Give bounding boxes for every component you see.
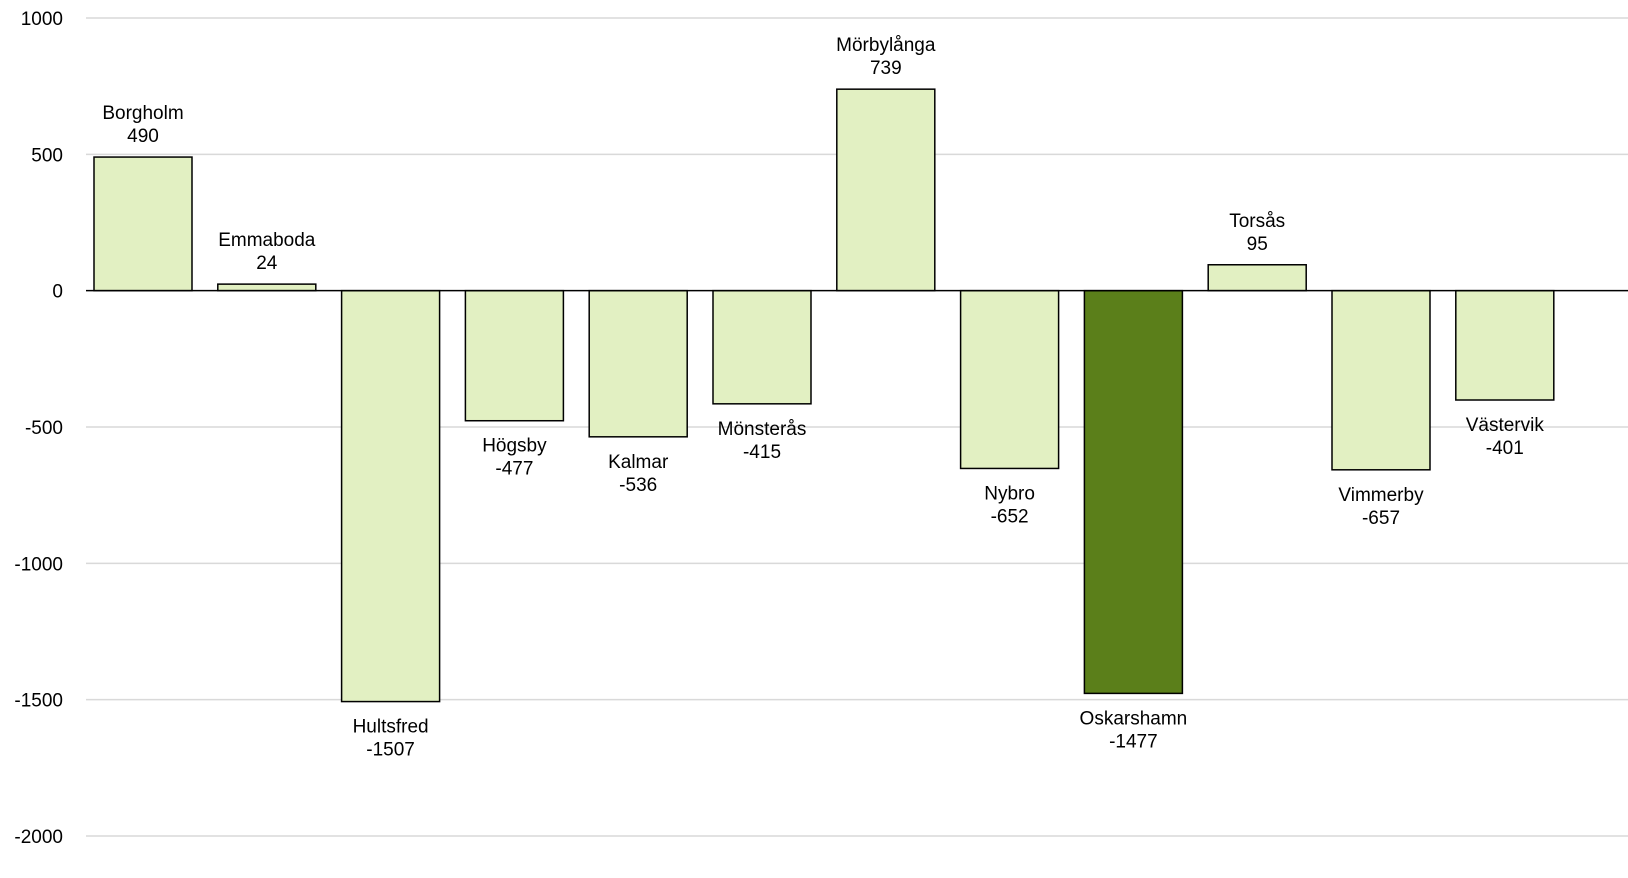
bar-vimmerby	[1331, 289, 1431, 471]
y-tick-label: -1500	[14, 691, 63, 712]
category-label: Hultsfred	[353, 717, 429, 738]
y-tick-label: -1000	[14, 554, 63, 575]
category-label: Västervik	[1466, 415, 1545, 436]
value-label: -657	[1362, 508, 1400, 529]
value-label: -652	[991, 506, 1029, 527]
category-label: Torsås	[1229, 211, 1285, 232]
y-tick-label: 1000	[21, 9, 63, 30]
y-tick-label: -2000	[14, 827, 63, 848]
bar-hultsfred	[340, 289, 441, 703]
value-label: 95	[1247, 234, 1268, 255]
category-label: Högsby	[482, 436, 547, 457]
value-label: -401	[1486, 438, 1524, 459]
bars	[93, 88, 1555, 703]
bar-torsås	[1207, 264, 1307, 292]
y-axis-tick-labels: 1000 500 0 -500 -1000 -1500 -2000	[14, 9, 63, 848]
category-label: Mönsterås	[718, 419, 807, 440]
bar-högsby	[464, 289, 565, 422]
value-label: -536	[619, 475, 657, 496]
bar-oskarshamn	[1083, 289, 1184, 695]
value-label: -477	[495, 459, 533, 480]
value-label: -1477	[1109, 731, 1158, 752]
bar-borgholm	[93, 156, 193, 292]
value-label: 739	[870, 58, 902, 79]
category-label: Borgholm	[102, 103, 183, 124]
bar-nybro	[959, 289, 1060, 470]
category-label: Kalmar	[608, 452, 669, 473]
bar-mörbylånga	[836, 88, 936, 292]
category-label: Mörbylånga	[836, 35, 936, 56]
bar-mönsterås	[712, 289, 812, 405]
bar-kalmar	[588, 289, 688, 438]
category-label: Emmaboda	[218, 230, 316, 251]
y-tick-label: 500	[31, 145, 63, 166]
category-label: Vimmerby	[1338, 485, 1424, 506]
bar-emmaboda	[217, 283, 317, 292]
value-label: 490	[127, 126, 159, 147]
y-tick-label: 0	[52, 282, 63, 303]
category-label: Oskarshamn	[1080, 708, 1188, 729]
value-label: -1507	[366, 740, 415, 761]
y-tick-label: -500	[25, 418, 63, 439]
category-label: Nybro	[984, 483, 1035, 504]
bar-västervik	[1455, 289, 1555, 401]
value-label: -415	[743, 442, 781, 463]
value-label: 24	[256, 253, 278, 274]
